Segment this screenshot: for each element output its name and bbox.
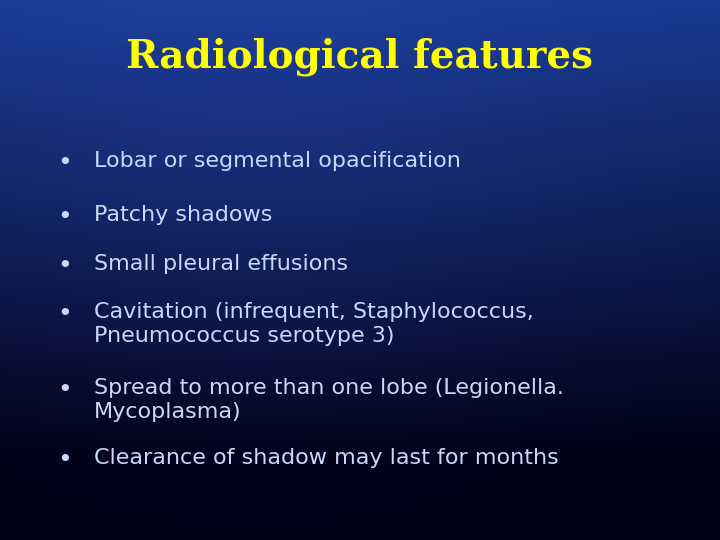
Text: Cavitation (infrequent, Staphylococcus,
Pneumococcus serotype 3): Cavitation (infrequent, Staphylococcus, …: [94, 302, 534, 346]
Text: •: •: [58, 205, 72, 229]
Text: •: •: [58, 254, 72, 278]
Text: Radiological features: Radiological features: [127, 38, 593, 76]
Text: Spread to more than one lobe (Legionella.
Mycoplasma): Spread to more than one lobe (Legionella…: [94, 378, 564, 422]
Text: Clearance of shadow may last for months: Clearance of shadow may last for months: [94, 448, 558, 468]
Text: •: •: [58, 448, 72, 472]
Text: Small pleural effusions: Small pleural effusions: [94, 254, 348, 274]
Text: •: •: [58, 378, 72, 402]
Text: •: •: [58, 302, 72, 326]
Text: Patchy shadows: Patchy shadows: [94, 205, 272, 225]
Text: Lobar or segmental opacification: Lobar or segmental opacification: [94, 151, 461, 171]
Text: •: •: [58, 151, 72, 175]
